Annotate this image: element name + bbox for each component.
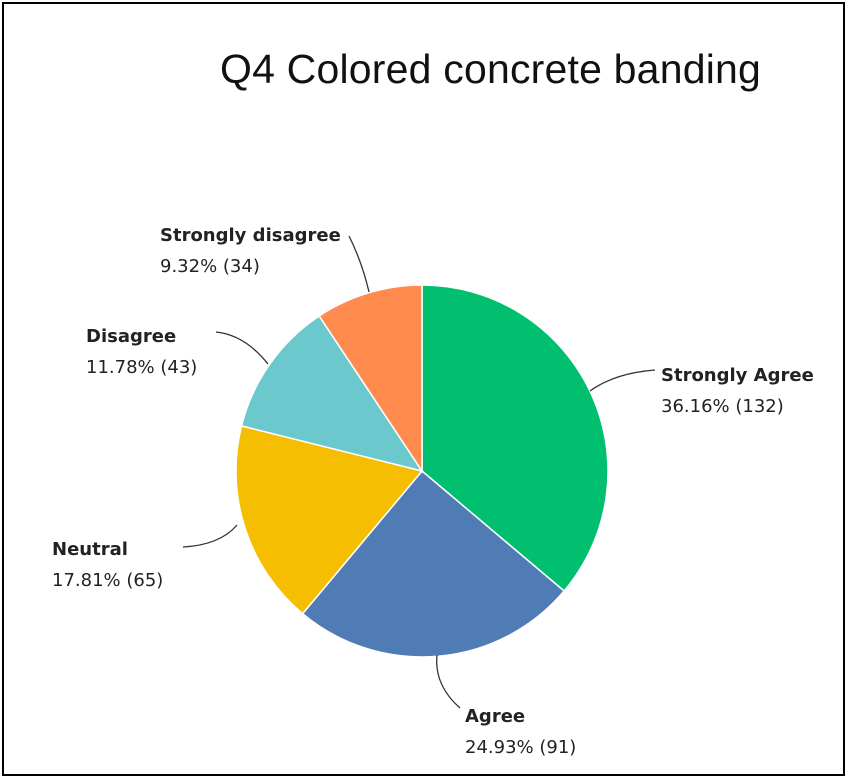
label-neutral: Neutral 17.81% (65) [52, 534, 163, 596]
leader-line-neutral [182, 524, 238, 548]
pie-slice-disagree [240, 314, 424, 473]
pie-slice-agree [301, 469, 566, 658]
label-strongly-disagree: Strongly disagree 9.32% (34) [160, 220, 341, 282]
label-neutral-value: 17.81% (65) [52, 570, 164, 591]
pie-slice-strongly-disagree [318, 284, 423, 474]
leader-line-disagree [215, 331, 269, 365]
label-strongly-disagree-name: Strongly disagree [160, 225, 341, 246]
pie-slice-neutral [235, 424, 424, 615]
label-strongly-agree: Strongly Agree 36.16% (132) [661, 360, 814, 422]
label-strongly-agree-value: 36.16% (132) [661, 396, 784, 417]
label-strongly-disagree-value: 9.32% (34) [160, 256, 260, 277]
leader-lines [182, 235, 656, 709]
label-disagree-name: Disagree [86, 326, 177, 347]
chart-title: Q4 Colored concrete banding [219, 46, 762, 92]
leader-line-agree [436, 654, 461, 709]
leader-line-strongly-disagree [348, 235, 370, 293]
leader-line-strongly-agree [589, 369, 656, 392]
label-disagree-value: 11.78% (43) [86, 357, 198, 378]
label-agree: Agree 24.93% (91) [465, 701, 576, 763]
label-agree-value: 24.93% (91) [465, 737, 577, 758]
label-strongly-agree-name: Strongly Agree [661, 365, 814, 386]
pie-slices [235, 284, 609, 658]
label-disagree: Disagree 11.78% (43) [86, 321, 197, 383]
label-neutral-name: Neutral [52, 539, 128, 560]
label-agree-name: Agree [465, 706, 526, 727]
pie-slice-strongly-agree [421, 284, 609, 593]
